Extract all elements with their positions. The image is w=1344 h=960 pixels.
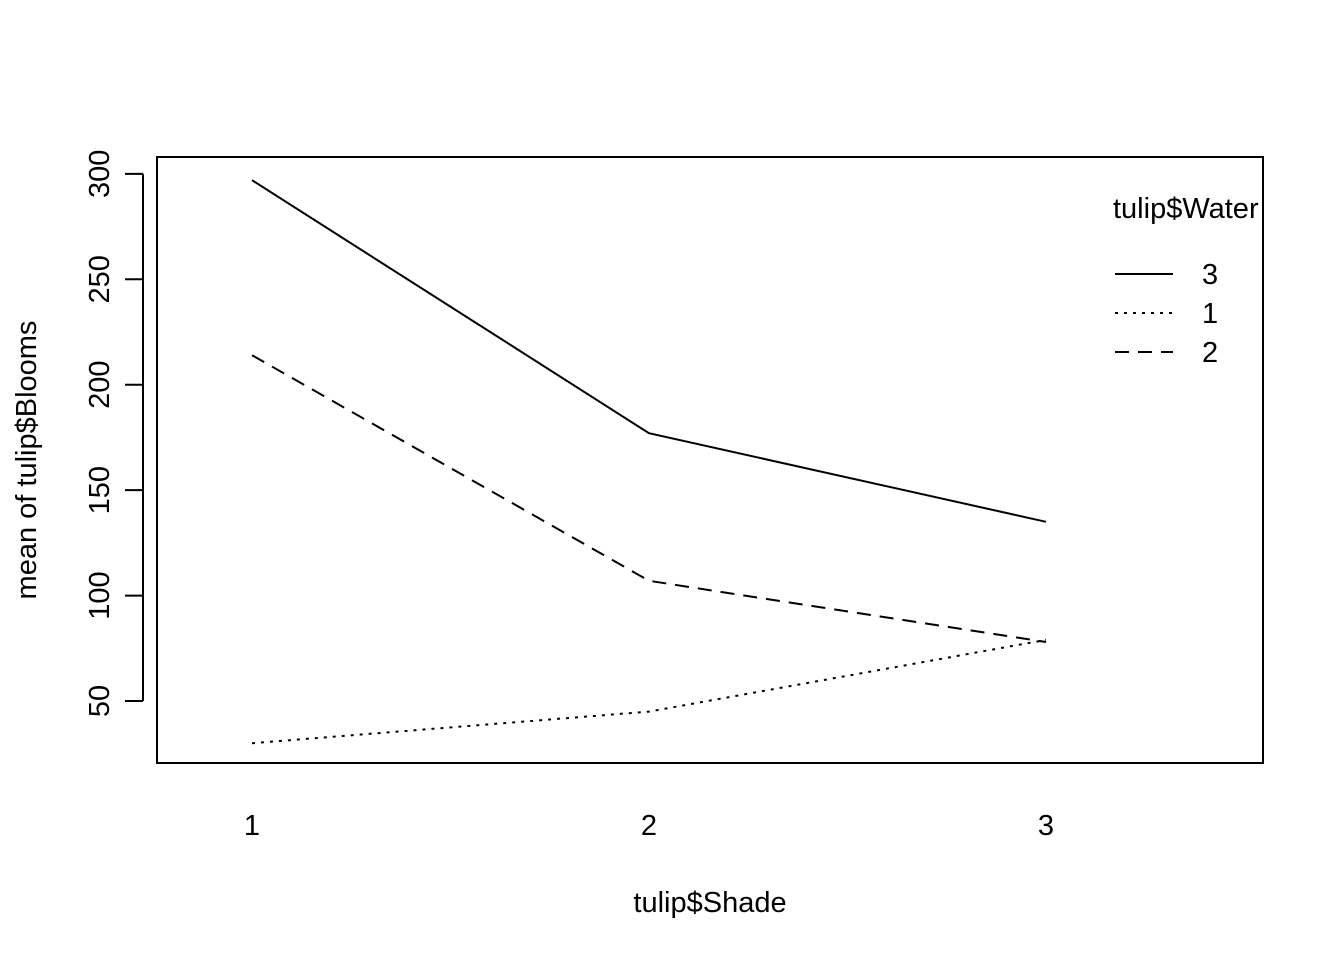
x-axis-label: tulip$Shade bbox=[633, 887, 786, 919]
y-tick-label: 150 bbox=[84, 466, 116, 514]
series-line-3 bbox=[251, 179, 1047, 523]
y-axis: 50 100 150 200 250 300 bbox=[84, 150, 144, 717]
y-tick-label: 100 bbox=[84, 571, 116, 619]
y-tick-label: 250 bbox=[84, 255, 116, 303]
x-tick-label: 3 bbox=[1038, 810, 1054, 842]
legend: tulip$Water 3 1 2 bbox=[1113, 193, 1259, 369]
y-axis-label: mean of tulip$Blooms bbox=[11, 321, 43, 600]
series-line-2 bbox=[251, 354, 1047, 643]
y-tick-label: 200 bbox=[84, 361, 116, 409]
plot-box bbox=[156, 156, 1264, 764]
series-lines bbox=[251, 179, 1047, 745]
legend-label-1: 1 bbox=[1202, 298, 1218, 330]
legend-label-3: 3 bbox=[1202, 259, 1218, 291]
series-line-1 bbox=[251, 638, 1047, 745]
legend-title: tulip$Water bbox=[1113, 193, 1259, 225]
x-tick-label: 2 bbox=[641, 810, 657, 842]
x-axis: 1 2 3 bbox=[244, 810, 1054, 842]
y-tick-label: 50 bbox=[84, 685, 116, 717]
legend-label-2: 2 bbox=[1202, 337, 1218, 369]
y-tick-label: 300 bbox=[84, 150, 116, 198]
x-tick-label: 1 bbox=[244, 810, 260, 842]
